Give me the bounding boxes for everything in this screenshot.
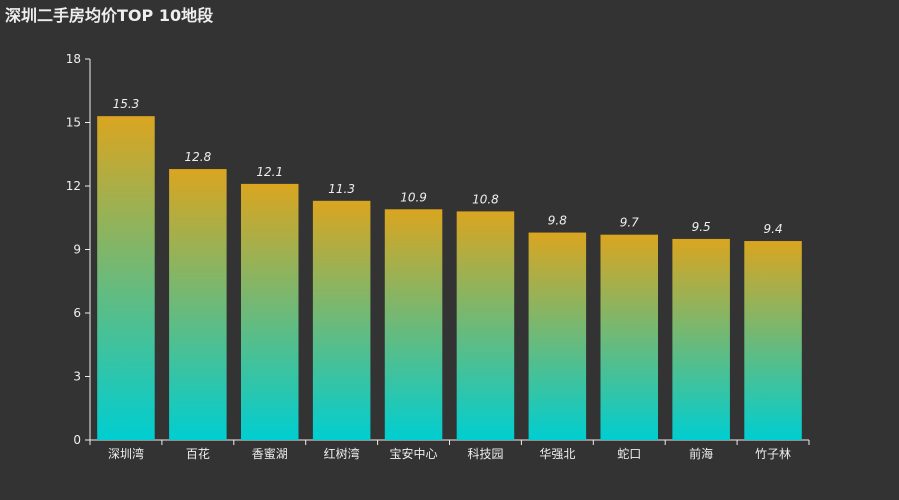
x-tick-label-1: 百花 [186,446,210,461]
data-label-9: 9.4 [764,222,783,236]
data-label-5: 10.8 [472,192,499,206]
data-label-0: 15.3 [113,97,140,111]
x-tick-label-9: 竹子林 [755,447,791,461]
data-label-1: 12.8 [184,150,211,164]
bar-0[interactable] [97,116,155,441]
bar-1[interactable] [169,169,227,441]
x-tick-label-6: 华强北 [539,447,575,461]
x-tick-label-0: 深圳湾 [108,446,144,461]
data-labels: 15.3 12.8 12.1 11.3 10.9 10.8 9.8 9.7 9.5 9.4 [113,97,783,236]
y-tick-label: 9 [73,243,81,257]
data-label-4: 10.9 [400,190,427,204]
x-tick-label-7: 蛇口 [617,446,641,461]
y-tick-label: 15 [66,116,81,130]
axes: 0 3 6 9 12 15 18 深圳湾 百花 香蜜湖 红树湾 宝安中心 科技园 华强北 蛇口 前海 竹子林 [66,52,810,461]
y-tick-label: 0 [73,433,81,447]
y-tick-label: 12 [66,179,81,193]
y-tick-label: 6 [73,306,81,320]
bar-4[interactable] [384,209,443,440]
data-label-2: 12.1 [256,165,283,179]
x-tick-label-5: 科技园 [467,447,503,461]
data-label-3: 11.3 [328,182,355,196]
data-label-6: 9.8 [548,214,567,228]
data-label-7: 9.7 [620,216,639,230]
bar-8[interactable] [672,238,730,440]
x-tick-label-8: 前海 [689,446,713,461]
x-tick-label-4: 宝安中心 [390,446,438,461]
y-tick-label: 3 [73,370,81,384]
bar-5[interactable] [456,211,515,440]
chart-title: 深圳二手房均价TOP 10地段 [5,6,214,25]
bar-6[interactable] [528,232,587,440]
bar-2[interactable] [240,183,299,440]
x-tick-label-2: 香蜜湖 [252,446,288,461]
bar-7[interactable] [600,234,659,440]
x-tick-label-3: 红树湾 [324,446,360,461]
y-tick-label: 18 [66,52,81,66]
data-label-8: 9.5 [692,220,711,234]
bar-3[interactable] [312,200,371,440]
bars [97,116,802,441]
bar-9[interactable] [744,241,802,440]
